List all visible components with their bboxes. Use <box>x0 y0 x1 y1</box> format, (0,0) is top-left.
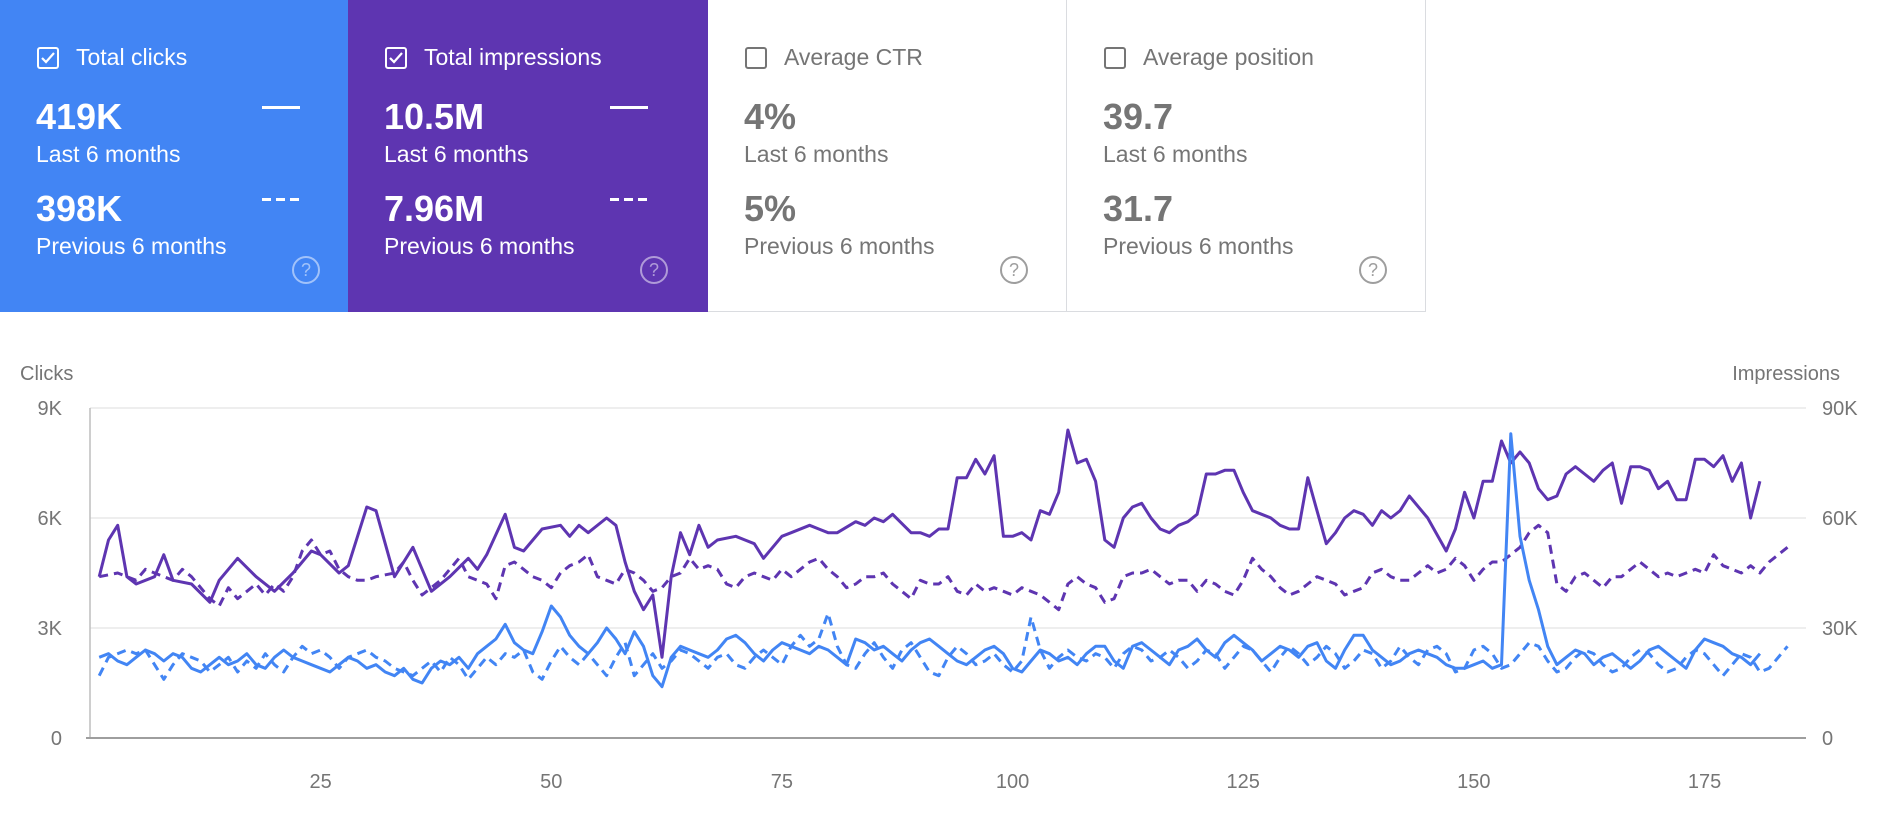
card-title: Average position <box>1143 44 1314 70</box>
card-title: Average CTR <box>784 44 923 70</box>
previous-value: 31.7 <box>1103 188 1174 229</box>
total-clicks-checkbox[interactable] <box>37 47 59 69</box>
series-line-clicks-previous <box>97 611 1789 681</box>
current-label: Last 6 months <box>36 141 181 167</box>
help-icon[interactable]: ? <box>640 256 668 284</box>
x-tick-label: 125 <box>1227 771 1260 793</box>
y-tick-label-left: 6K <box>38 508 63 530</box>
y-axis-title-right: Impressions <box>1732 363 1840 385</box>
previous-value: 7.96M <box>384 188 485 229</box>
card-title: Total clicks <box>76 44 188 70</box>
y-tick-label-right: 60K <box>1822 508 1858 530</box>
dashed-line-legend-icon <box>262 198 300 201</box>
current-value: 39.7 <box>1103 96 1174 137</box>
series-line-impressions-previous <box>98 523 1789 612</box>
previous-value: 5% <box>744 188 797 229</box>
current-value: 419K <box>36 96 123 137</box>
y-axis-title-left: Clicks <box>20 363 73 385</box>
card-title: Total impressions <box>424 44 602 70</box>
previous-value: 398K <box>36 188 123 229</box>
y-tick-label-right: 90K <box>1822 398 1858 420</box>
x-tick-label: 50 <box>540 771 562 793</box>
average-ctr-checkbox[interactable] <box>745 47 767 69</box>
previous-label: Previous 6 months <box>384 233 575 259</box>
current-label: Last 6 months <box>744 141 889 167</box>
y-tick-label-left: 3K <box>38 618 63 640</box>
current-label: Last 6 months <box>384 141 529 167</box>
previous-label: Previous 6 months <box>1103 233 1294 259</box>
total-clicks-card[interactable]: Total clicks 419K Last 6 months 398K Previou… <box>0 0 359 312</box>
total-impressions-checkbox[interactable] <box>385 47 407 69</box>
help-icon[interactable]: ? <box>1359 256 1387 284</box>
performance-chart: Clicks Impressions 0 0 3K 30K 6K 60K 9K 90K 25 50 75… <box>20 363 1858 793</box>
solid-line-legend-icon <box>262 106 300 109</box>
total-impressions-card[interactable]: Total impressions 10.5M Last 6 months 7.96M… <box>348 0 708 312</box>
help-icon[interactable]: ? <box>1000 256 1028 284</box>
current-value: 4% <box>744 96 797 137</box>
series-line-impressions-current <box>97 428 1762 659</box>
x-tick-label: 75 <box>771 771 793 793</box>
average-ctr-card[interactable]: Average CTR 4% Last 6 months 5% Previous 6 m… <box>708 0 1067 312</box>
previous-label: Previous 6 months <box>36 233 227 259</box>
y-tick-label-left: 9K <box>38 398 63 420</box>
current-value: 10.5M <box>384 96 485 137</box>
x-tick-label: 100 <box>996 771 1029 793</box>
previous-label: Previous 6 months <box>744 233 935 259</box>
x-tick-label: 150 <box>1457 771 1490 793</box>
average-position-checkbox[interactable] <box>1104 47 1126 69</box>
x-tick-label: 25 <box>310 771 332 793</box>
x-tick-label: 175 <box>1688 771 1721 793</box>
y-tick-label-left: 0 <box>51 728 62 750</box>
dashed-line-legend-icon <box>610 198 648 201</box>
solid-line-legend-icon <box>610 106 648 109</box>
series-line-clicks-current <box>98 432 1762 689</box>
y-tick-label-right: 30K <box>1822 618 1858 640</box>
average-position-card[interactable]: Average position 39.7 Last 6 months 31.7 Pre… <box>1067 0 1426 312</box>
y-tick-label-right: 0 <box>1822 728 1833 750</box>
help-icon[interactable]: ? <box>292 256 320 284</box>
current-label: Last 6 months <box>1103 141 1248 167</box>
